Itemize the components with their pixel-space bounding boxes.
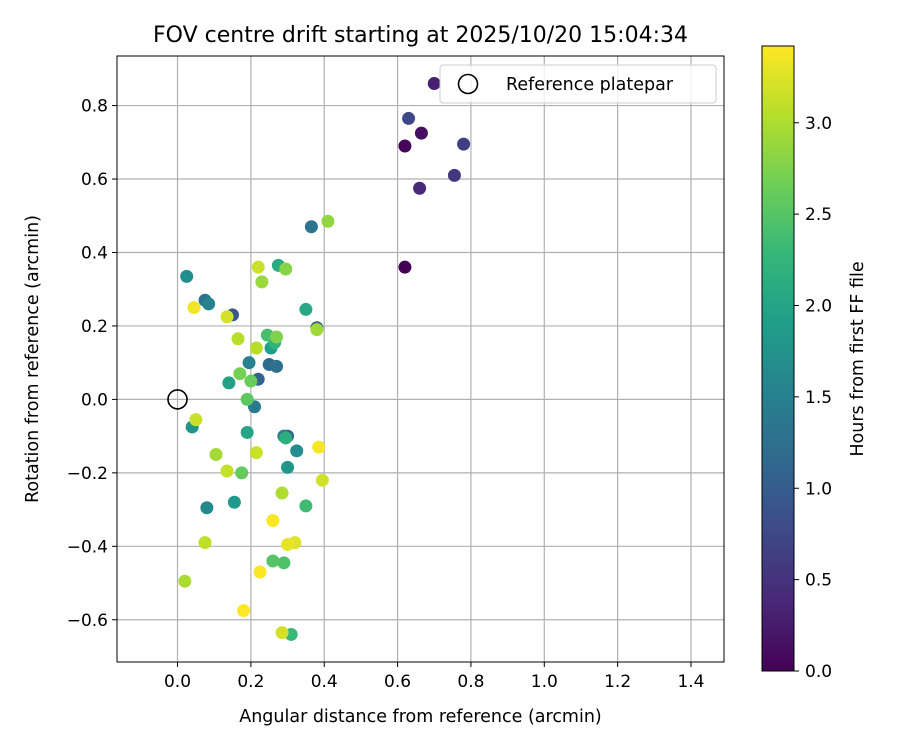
data-point [299, 302, 313, 316]
legend-entry-label: Reference platepar [506, 75, 674, 95]
data-point [270, 330, 284, 344]
data-point [253, 565, 267, 579]
data-point [398, 260, 412, 274]
legend: Reference platepar [439, 64, 717, 104]
data-point [249, 446, 263, 460]
data-point [290, 444, 304, 458]
data-point [222, 376, 236, 390]
colorbar: 0.0 0.5 1.0 1.5 2.0 2.5 3.0 Hours from first F… [761, 45, 868, 682]
data-point [200, 501, 214, 515]
data-point [310, 323, 324, 337]
y-axis-ticks: −0.6 −0.4 −0.2 0.0 0.2 0.4 0.6 0.8 [67, 97, 117, 631]
legend-marker-icon [457, 73, 479, 95]
data-point [220, 464, 234, 478]
data-point [279, 431, 293, 445]
plot-frame [116, 55, 725, 663]
data-point [178, 574, 192, 588]
data-point [447, 168, 461, 182]
colorbar-tick-label: 2.5 [805, 205, 832, 225]
y-axis-label: Rotation from reference (arcmin) [23, 215, 43, 503]
plot-background [117, 56, 724, 662]
data-point [281, 460, 295, 474]
grid [117, 56, 724, 662]
data-point [427, 77, 441, 91]
data-point [414, 126, 428, 140]
data-point [275, 486, 289, 500]
data-point [240, 392, 254, 406]
y-tick-label: 0.4 [81, 243, 108, 263]
data-point [249, 341, 263, 355]
x-axis-label: Angular distance from reference (arcmin) [239, 707, 602, 727]
data-point [187, 301, 201, 315]
data-point [180, 269, 194, 283]
x-tick-label: 0.2 [237, 672, 264, 692]
data-point [398, 139, 412, 153]
plot-area: 0.0 0.2 0.4 0.6 0.8 1.0 1.2 1.4 −0.6 −0.4 −0.2 0.0… [67, 55, 725, 692]
data-point [189, 413, 203, 427]
y-tick-label: 0.8 [81, 97, 108, 117]
x-tick-label: 1.2 [604, 672, 631, 692]
colorbar-label: Hours from first FF file [848, 261, 868, 456]
data-point [202, 297, 216, 311]
data-point [457, 137, 471, 151]
y-tick-label: −0.2 [67, 464, 108, 484]
data-point [321, 214, 335, 228]
data-point [315, 473, 329, 487]
colorbar-tick-label: 3.0 [805, 114, 832, 134]
data-point [198, 536, 212, 550]
colorbar-tick-label: 2.0 [805, 297, 832, 317]
data-point [299, 499, 313, 513]
y-tick-label: 0.0 [81, 390, 108, 410]
data-point [279, 262, 293, 276]
data-point [231, 332, 245, 346]
reference-platepar-marker [167, 389, 188, 410]
x-axis-ticks: 0.0 0.2 0.4 0.6 0.8 1.0 1.2 1.4 [164, 662, 705, 692]
data-point [255, 275, 269, 289]
data-point [227, 495, 241, 509]
x-tick-label: 0.6 [384, 672, 411, 692]
data-point [312, 440, 326, 454]
colorbar-fill [762, 46, 794, 671]
colorbar-frame [761, 45, 795, 672]
y-tick-label: −0.4 [67, 537, 108, 557]
data-point [266, 554, 280, 568]
colorbar-tick-label: 1.5 [805, 388, 832, 408]
data-point [277, 556, 291, 570]
data-point [266, 514, 280, 528]
y-tick-label: 0.6 [81, 170, 108, 190]
colorbar-tick-label: 0.0 [805, 662, 832, 682]
data-point [413, 181, 427, 195]
data-point [270, 359, 284, 373]
data-point [209, 447, 223, 461]
data-point [220, 310, 234, 324]
x-tick-label: 0.4 [311, 672, 338, 692]
data-point [251, 260, 265, 274]
y-tick-label: −0.6 [67, 611, 108, 631]
colorbar-tick-label: 0.5 [805, 571, 832, 591]
data-point [242, 356, 256, 370]
colorbar-ticks: 0.0 0.5 1.0 1.5 2.0 2.5 3.0 [794, 114, 832, 682]
data-point [281, 537, 295, 551]
legend-box [439, 64, 717, 104]
data-point [237, 604, 251, 618]
data-point [402, 111, 416, 125]
data-points [178, 77, 471, 641]
colorbar-tick-label: 1.0 [805, 479, 832, 499]
x-tick-label: 0.0 [164, 672, 191, 692]
data-point [235, 466, 249, 480]
chart-title: FOV centre drift starting at 2025/10/20 … [153, 23, 688, 48]
data-point [240, 425, 254, 439]
x-tick-label: 1.0 [531, 672, 558, 692]
y-tick-label: 0.2 [81, 317, 108, 337]
x-tick-label: 1.4 [677, 672, 704, 692]
x-tick-label: 0.8 [457, 672, 484, 692]
data-point [244, 374, 258, 388]
data-point [275, 626, 289, 640]
data-point [233, 367, 247, 381]
data-point [304, 220, 318, 234]
